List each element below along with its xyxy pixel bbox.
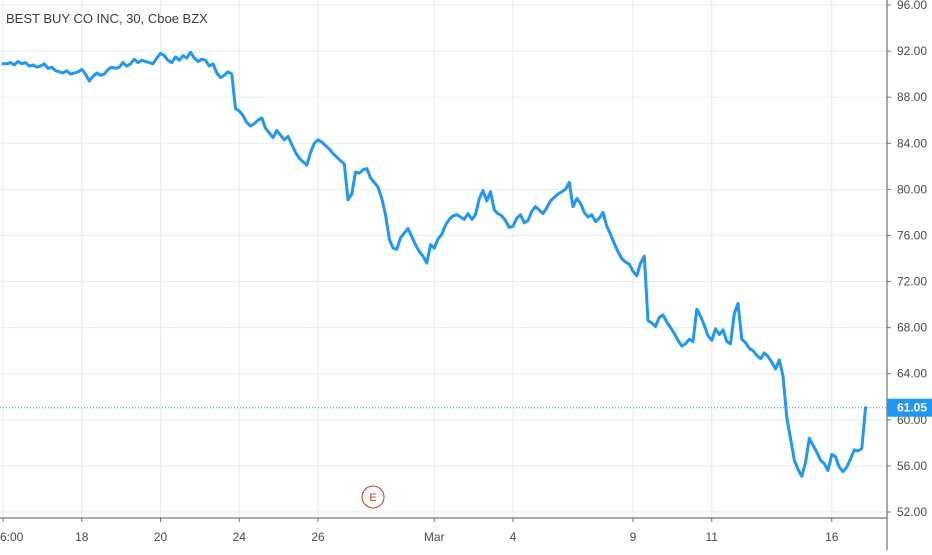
time-tick-label: 20 xyxy=(154,530,168,544)
time-tick-label: 24 xyxy=(233,530,247,544)
event-markers: E xyxy=(361,485,385,509)
time-tick-label: 9 xyxy=(630,530,637,544)
time-tick-label: 4 xyxy=(510,530,517,544)
series-line xyxy=(1,50,867,478)
last-price-badge xyxy=(887,398,932,417)
time-tick-label: 11 xyxy=(706,530,719,544)
price-tick-label: 88.00 xyxy=(897,90,927,104)
price-tick-label: 72.00 xyxy=(897,275,927,289)
time-tick-label: 16 xyxy=(825,530,839,544)
earnings-event-label: E xyxy=(369,492,376,504)
price-tick-label: 76.00 xyxy=(897,228,927,242)
price-tick-label: 68.00 xyxy=(897,321,927,335)
time-tick-label: 6:00 xyxy=(0,530,24,544)
axes xyxy=(0,0,891,550)
price-tick-label: 64.00 xyxy=(897,367,927,381)
time-tick-label: Mar xyxy=(424,530,445,544)
earnings-event-icon xyxy=(361,485,385,509)
price-tick-label: 52.00 xyxy=(897,505,927,519)
price-tick-label: 84.00 xyxy=(897,136,927,150)
price-line-series xyxy=(0,50,887,478)
chart-title: BEST BUY CO INC, 30, Cboe BZX xyxy=(6,11,208,26)
last-price-label: 61.05 xyxy=(897,401,927,415)
price-tick-label: 56.00 xyxy=(897,459,927,473)
time-tick-label: 18 xyxy=(75,530,89,544)
price-tick-label: 80.00 xyxy=(897,182,927,196)
price-tick-label: 92.00 xyxy=(897,44,927,58)
time-tick-label: 26 xyxy=(311,530,325,544)
price-tick-label: 96.00 xyxy=(897,0,927,12)
grid-lines xyxy=(0,0,886,518)
